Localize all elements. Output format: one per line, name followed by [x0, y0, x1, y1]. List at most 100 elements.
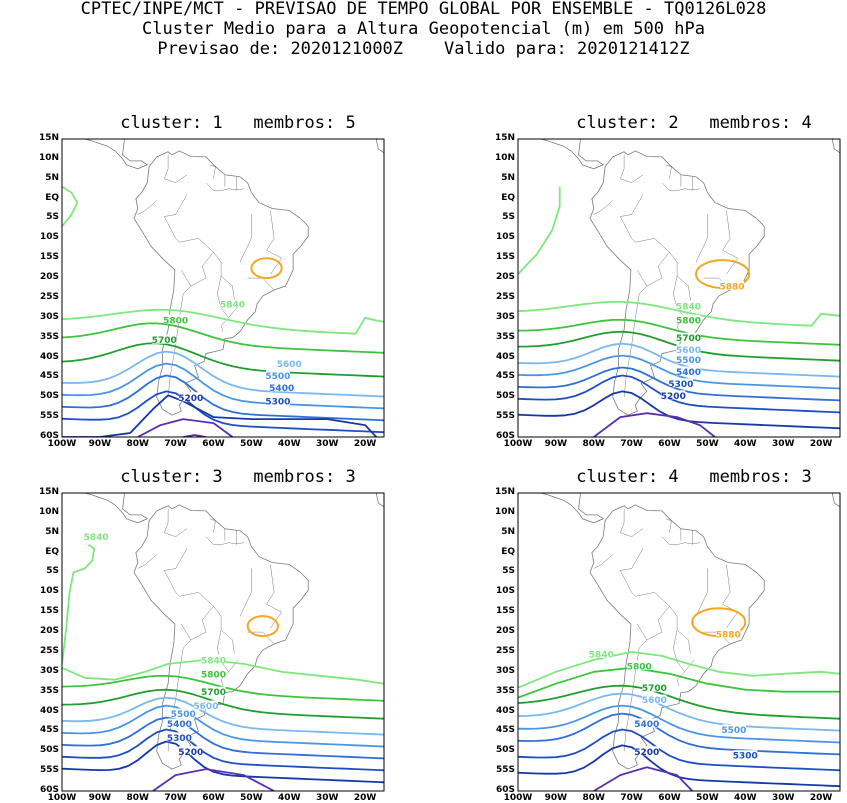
contour-label: 5700 [642, 684, 667, 694]
contour-label-bg [676, 344, 701, 354]
latitude-label: 20S [39, 626, 59, 637]
contour-label: 5800 [201, 670, 226, 680]
contour-label: 5300 [733, 752, 758, 762]
contour-label: 5880 [720, 283, 745, 293]
longitude-label: 80W [582, 439, 605, 449]
latitude-label: EQ [45, 192, 59, 203]
latitude-label: 50S [39, 745, 59, 756]
country-border [163, 154, 188, 183]
geopotential-map: 5880 5840 5800 5700 5600 5500 5400 5300 5200 [517, 492, 841, 792]
latitude-label: 20S [495, 272, 515, 283]
contour-label: 5400 [269, 384, 294, 394]
contour-label: 5200 [178, 748, 203, 758]
longitude-label: 30W [315, 793, 339, 803]
latitude-label: 15S [39, 606, 59, 617]
contour-label: 5840 [84, 533, 109, 543]
contour-5840 [518, 651, 840, 689]
latitude-label: 60S [39, 431, 59, 441]
latitude-label: 60S [495, 431, 515, 441]
country-border [205, 536, 244, 545]
longitude-label: 20W [809, 439, 833, 449]
forecast-dates: Previsao de: 2020121000Z Valido para: 20… [157, 39, 690, 59]
longitude-label: 90W [544, 439, 568, 449]
country-border [209, 164, 216, 179]
latitude-label: 35S [39, 331, 59, 342]
latitude-label: 10N [38, 506, 59, 517]
country-border [209, 518, 216, 533]
main-title: CPTEC/INPE/MCT - PREVISAO DE TEMPO GLOBA… [80, 0, 767, 19]
latitude-label: 55S [39, 765, 59, 776]
contour-label: 5300 [167, 734, 192, 744]
panel-title: cluster: 1 membros: 5 [120, 113, 356, 133]
contour-label: 5840 [589, 650, 614, 660]
country-border [619, 194, 644, 243]
contour-5100 [183, 434, 207, 437]
country-border [673, 276, 685, 318]
contour-label-bg [201, 668, 226, 678]
contour-label: 5800 [627, 662, 652, 672]
country-border [635, 238, 691, 300]
country-border [167, 285, 191, 398]
latitude-label: 5N [501, 526, 515, 537]
map-frame [517, 492, 841, 792]
contour-label-bg [676, 366, 701, 376]
latitude-label: 35S [495, 685, 515, 696]
cluster-panel-3: cluster: 3 membros: 3 [48, 467, 428, 797]
contour-label: 5800 [163, 316, 188, 326]
latitude-label: 40S [39, 705, 59, 716]
coastline-south-america [133, 150, 309, 416]
contour-label: 5500 [265, 372, 290, 382]
contour-label: 5500 [171, 710, 196, 720]
geopotential-map: 5840 5800 5700 5600 5500 5400 5300 5200 [61, 138, 385, 438]
contour-label: 5400 [676, 368, 701, 378]
latitude-label: 30S [39, 665, 59, 676]
contour-5840-tropical [62, 185, 79, 227]
contour-label-bg [733, 750, 758, 760]
latitude-label: 50S [39, 391, 59, 402]
longitude-label: 50W [696, 439, 719, 449]
contour-5100 [593, 766, 693, 791]
contour-5840 [62, 308, 384, 335]
country-border [619, 154, 644, 183]
latitude-label: 40S [495, 705, 515, 716]
coastline-africa [375, 493, 384, 508]
latitude-label: 45S [495, 371, 515, 382]
latitude-label: EQ [501, 192, 515, 203]
contour-label-bg [178, 392, 203, 402]
country-border [695, 214, 708, 263]
coastline-africa [375, 139, 384, 154]
panel-title: cluster: 2 membros: 4 [576, 113, 812, 133]
contour-label-bg [642, 682, 667, 692]
contour-label-bg [201, 686, 226, 696]
contour-5300 [518, 374, 840, 414]
country-border [635, 592, 691, 654]
contour-label: 5200 [178, 394, 203, 404]
longitude-label: 70W [620, 793, 643, 803]
country-border [217, 276, 229, 318]
country-border [637, 252, 670, 287]
contour-label-bg [201, 654, 226, 664]
contour-label-bg [167, 732, 192, 742]
contour-5800 [518, 666, 840, 699]
contour-5700 [62, 688, 384, 720]
country-border [247, 631, 275, 645]
contour-label-bg [193, 700, 218, 710]
country-border [266, 210, 283, 275]
contour-label-bg [676, 300, 701, 310]
longitude-label: 100W [47, 439, 77, 449]
latitude-label: 5N [45, 526, 59, 537]
latitude-label: 10N [494, 152, 515, 163]
contour-5840-tropical [62, 543, 96, 665]
latitude-label: EQ [45, 546, 59, 557]
coastline-central-america [62, 493, 149, 524]
latitude-label: 5N [45, 172, 59, 183]
latitude-label: 10S [495, 586, 515, 597]
country-border [619, 548, 644, 597]
longitude-label: 40W [734, 439, 757, 449]
country-border [695, 568, 708, 617]
contour-5200 [518, 744, 840, 788]
latitude-label: 40S [495, 351, 515, 362]
contour-label: 5600 [277, 360, 302, 370]
contour-label-bg [634, 746, 659, 756]
